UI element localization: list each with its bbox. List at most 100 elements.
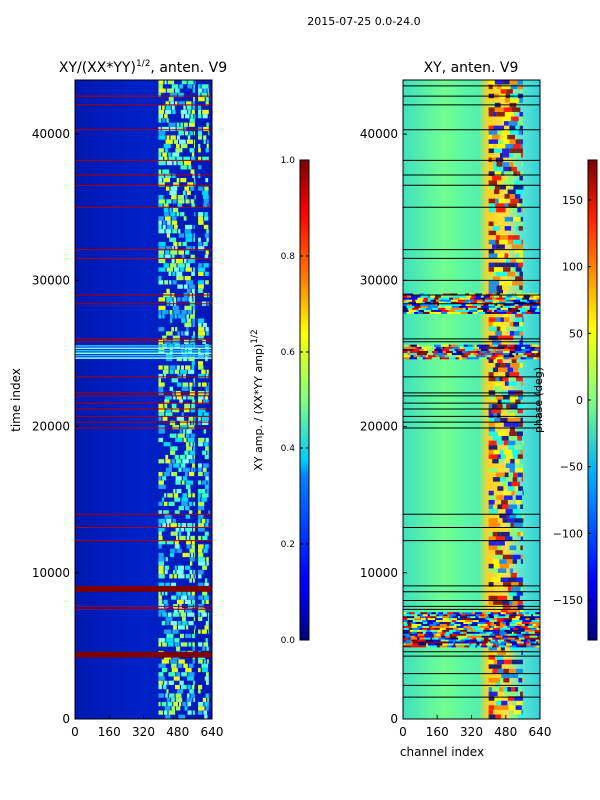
phase-structured-cell [502, 295, 507, 298]
phase-band-cell [496, 326, 501, 332]
phase-structured-cell [513, 301, 519, 304]
phase-structured-cell [531, 353, 535, 356]
amp-band-cell [193, 501, 195, 506]
phase-structured-cell [452, 346, 460, 349]
amp-band-cell [176, 212, 180, 217]
amp-band-cell [180, 463, 186, 468]
phase-structured-cell [405, 639, 412, 642]
phase-band-cell [502, 312, 509, 318]
phase-band-cell [495, 714, 501, 719]
amp-band-cell [185, 667, 192, 673]
amp-band-cell [183, 160, 192, 166]
phase-structured-cell [518, 637, 525, 640]
amp-band-cell [205, 373, 209, 379]
amp-band-cell [185, 233, 193, 238]
phase-structured-cell [498, 625, 504, 628]
amp-band-cell [208, 203, 210, 208]
phase-structured-cell [449, 348, 455, 351]
phase-structured-cell [531, 629, 535, 632]
phase-band-cell [492, 134, 500, 140]
amp-band-cell [176, 177, 180, 183]
phase-colorbar-tick-label: 50 [569, 327, 583, 340]
phase-structured-cell [434, 627, 440, 630]
amp-band-cell [169, 280, 172, 285]
amp-band-cell [198, 382, 201, 387]
amp-band-cell [158, 105, 162, 110]
phase-structured-cell [486, 357, 490, 360]
phase-structured-cell [431, 357, 440, 360]
phase-band-cell [511, 691, 521, 697]
phase-structured-cell [451, 353, 458, 356]
amp-band-cell [187, 420, 190, 426]
phase-band-cell [497, 568, 507, 573]
phase-band-cell [492, 340, 502, 345]
amp-band-cell [162, 612, 167, 617]
phase-structured-cell [530, 344, 533, 347]
amp-band-cell [207, 629, 209, 634]
phase-band-cell [509, 148, 517, 154]
amp-band-cell [191, 365, 195, 370]
amp-band-cell [164, 706, 171, 711]
phase-band-cell [502, 148, 510, 154]
phase-band-cell [488, 376, 496, 382]
phase-band-cell [493, 148, 503, 154]
phase-structured-cell [420, 618, 426, 621]
phase-structured-cell [450, 301, 457, 304]
amp-band-cell [186, 454, 193, 460]
phase-structured-cell [441, 303, 450, 306]
phase-structured-cell [432, 346, 436, 349]
phase-structured-cell [417, 357, 423, 360]
amp-band-cell [161, 621, 166, 626]
amp-band-cell [201, 92, 208, 98]
amp-band-cell [158, 591, 161, 596]
amp-coherent-row [75, 352, 212, 355]
phase-structured-cell [475, 612, 483, 615]
amp-band-cell [181, 297, 188, 302]
phase-structured-cell [478, 346, 487, 349]
phase-band-cell [513, 709, 522, 715]
phase-band-cell [501, 705, 509, 710]
amp-band-cell [158, 126, 161, 132]
phase-structured-cell [438, 637, 445, 640]
phase-structured-cell [467, 344, 473, 347]
phase-structured-cell [450, 622, 455, 624]
phase-structured-cell [426, 620, 432, 623]
phase-structured-cell [426, 622, 434, 624]
amp-band-cell [187, 531, 190, 536]
amp-band-cell [177, 297, 181, 302]
phase-structured-cell [487, 618, 493, 621]
amp-band-cell [202, 450, 207, 455]
phase-structured-cell [529, 301, 536, 304]
phase-structured-cell [536, 297, 540, 300]
phase-structured-cell [426, 344, 435, 347]
phase-structured-cell [425, 620, 427, 623]
phase-structured-cell [530, 627, 533, 630]
phase-structured-cell [483, 637, 487, 640]
phase-structured-cell [526, 643, 531, 646]
amp-band-cell [186, 318, 192, 323]
amp-band-cell [162, 510, 169, 515]
phase-band-cell [496, 404, 503, 409]
phase-band-cell [514, 248, 519, 254]
amp-band-cell [158, 531, 162, 536]
phase-band-cell [492, 664, 502, 669]
amp-band-cell [188, 369, 195, 374]
amp-band-cell [177, 565, 184, 570]
phase-structured-cell [489, 633, 495, 636]
phase-structured-cell [498, 305, 501, 308]
phase-structured-cell [475, 645, 478, 648]
phase-structured-cell [476, 614, 480, 617]
phase-band-cell [517, 604, 523, 610]
amp-band-cell [175, 480, 181, 485]
amp-band-cell [189, 386, 192, 391]
phase-band-cell [508, 504, 518, 510]
phase-band-cell [504, 659, 512, 665]
phase-structured-cell [500, 307, 509, 310]
phase-structured-cell [527, 639, 531, 642]
phase-structured-cell [456, 625, 464, 628]
phase-band-cell [513, 321, 520, 327]
phase-structured-cell [460, 631, 464, 634]
amp-band-cell [158, 305, 166, 311]
phase-band-cell [505, 326, 510, 332]
phase-structured-cell [463, 627, 468, 630]
